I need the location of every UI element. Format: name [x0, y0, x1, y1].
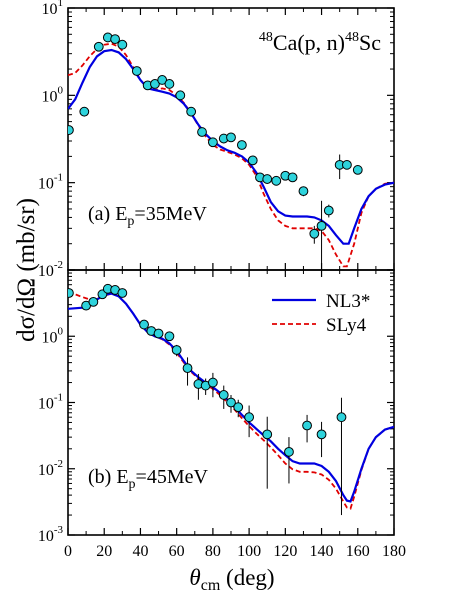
data-point	[207, 377, 218, 388]
data-point	[79, 106, 90, 117]
legend-label-nl3: NL3*	[326, 291, 370, 312]
data-point	[117, 288, 128, 298]
data-point	[323, 205, 334, 216]
y-tick-label: 10-3	[38, 524, 64, 545]
x-tick-label: 60	[169, 543, 185, 560]
data-point	[171, 345, 182, 355]
data-point	[342, 159, 352, 170]
data-point	[164, 79, 175, 89]
data-point	[150, 79, 160, 89]
data-point	[247, 155, 258, 166]
data-point	[117, 39, 128, 50]
data-point	[316, 429, 327, 440]
y-tick-label: 100	[42, 325, 64, 346]
data-point	[352, 165, 363, 175]
y-tick-label: 10-2	[38, 458, 63, 479]
data-point	[262, 174, 273, 184]
sly4-curve	[68, 42, 394, 268]
data-point	[164, 331, 175, 342]
data-point	[309, 228, 320, 239]
data-point	[186, 106, 197, 117]
data-point	[336, 412, 347, 423]
y-tick-label: 10-1	[38, 172, 63, 193]
y-tick-label: 101	[42, 0, 64, 18]
x-tick-labels: 0 20 40 60 80 100 120 140 160 180	[64, 543, 406, 560]
data-point	[175, 90, 186, 101]
data-point	[157, 75, 168, 85]
x-tick-label: 20	[96, 543, 112, 560]
y-tick-label: 100	[42, 84, 64, 105]
panel-b-data	[68, 283, 347, 516]
data-point	[233, 402, 244, 413]
y-tick-label: 10-1	[38, 392, 63, 413]
panel-a: 10-2 10-1 100 101 (a) Ep=35MeV	[38, 0, 395, 280]
x-tick-label: 160	[346, 543, 370, 560]
data-point	[302, 420, 312, 431]
data-point	[139, 319, 149, 330]
data-point	[153, 328, 164, 339]
data-point	[68, 125, 74, 135]
data-point	[207, 137, 218, 148]
panel-b-label: (b) Ep=45MeV	[88, 466, 208, 492]
data-point	[271, 175, 282, 186]
y-tick-label: 10-2	[38, 259, 63, 280]
data-point	[131, 66, 142, 76]
data-point	[244, 412, 255, 423]
data-point	[182, 363, 193, 374]
x-tick-label: 40	[132, 543, 148, 560]
reaction-label: 48Ca(p, n)48Sc	[259, 30, 381, 55]
panel-a-curves	[68, 42, 394, 268]
x-axis-label: θcm (deg)	[189, 565, 274, 594]
data-point	[218, 390, 229, 400]
data-point	[88, 296, 99, 307]
y-axis-label: dσ/dΩ (mb/sr)	[13, 198, 40, 342]
data-point	[226, 132, 236, 143]
data-point	[68, 288, 74, 298]
x-tick-label: 140	[310, 543, 334, 560]
x-tick-label: 180	[382, 543, 406, 560]
data-point	[316, 220, 327, 231]
x-tick-label: 80	[205, 543, 221, 560]
data-point	[197, 127, 207, 137]
x-tick-label: 100	[237, 543, 261, 560]
data-point	[110, 34, 120, 45]
data-point	[93, 41, 104, 52]
nl3-curve	[68, 48, 394, 245]
legend: NL3* SLy4	[272, 291, 370, 336]
panel-a-label: (a) Ep=35MeV	[88, 203, 207, 229]
data-point	[287, 172, 298, 183]
x-tick-label: 120	[273, 543, 297, 560]
data-point	[226, 397, 236, 408]
panel-a-data	[68, 32, 363, 270]
x-tick-label: 0	[64, 543, 72, 560]
panel-b: 10-3 10-2 10-1 100 (b) Ep=45MeV 0 20 40 60 80 100 1…	[38, 269, 406, 560]
data-point	[298, 186, 309, 197]
legend-label-sly4: SLy4	[326, 315, 367, 336]
data-point	[262, 429, 273, 440]
data-point	[284, 446, 294, 457]
data-point	[236, 140, 247, 150]
